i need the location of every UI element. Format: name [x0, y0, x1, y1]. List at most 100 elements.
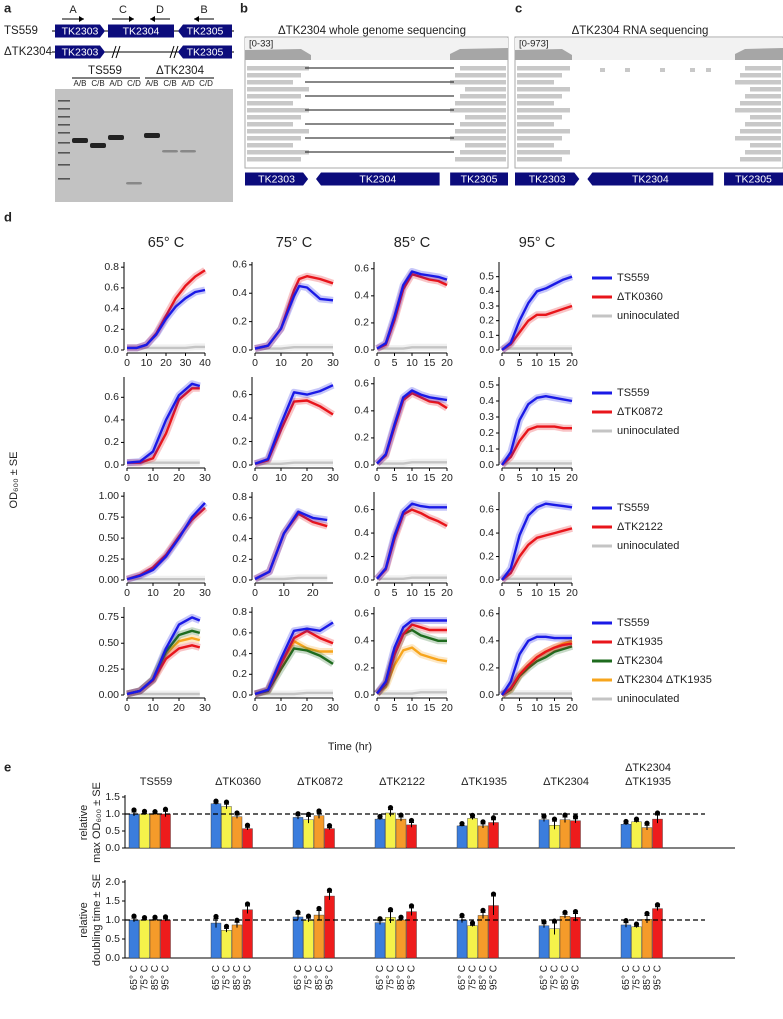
x-tick-label: 0	[499, 702, 505, 714]
x-tick-label: 95° C	[243, 965, 254, 990]
x-tick-label: 20	[160, 357, 172, 369]
replicate-dot	[213, 798, 219, 804]
range-label: [0-33]	[249, 39, 273, 50]
gene-box	[724, 172, 783, 186]
x-tick-label: 15	[424, 587, 436, 599]
gene-label: TK2304	[632, 173, 669, 185]
y-tick-label: 0.6	[104, 282, 119, 294]
ladder-band	[58, 142, 70, 144]
replicate-dot	[623, 918, 629, 924]
y-tick-label: 0.4	[354, 405, 369, 417]
replicate-dot	[644, 910, 650, 917]
bar	[559, 819, 571, 849]
bar	[406, 911, 417, 959]
replicate-dot	[654, 810, 661, 816]
bar	[242, 828, 253, 849]
x-tick-label: 20	[566, 702, 578, 714]
gel-band	[72, 138, 88, 143]
gel-band	[90, 143, 106, 148]
growth-band	[254, 272, 335, 353]
lane-label: A/D	[181, 79, 195, 88]
break-mark	[115, 45, 121, 59]
bar	[324, 895, 335, 959]
bar	[631, 821, 642, 849]
read	[740, 157, 781, 162]
x-tick-label: 5	[517, 702, 523, 714]
y-tick-label: 0.5	[105, 933, 120, 945]
read	[460, 122, 506, 127]
x-tick-label: 10	[275, 357, 287, 369]
bar	[385, 812, 396, 849]
x-tick-label: 85° C	[150, 965, 161, 990]
bar	[395, 818, 407, 849]
replicate-dot	[162, 914, 169, 920]
group-label: ΔTK0360	[215, 776, 261, 788]
replicate-dot	[408, 817, 415, 824]
gel-band	[108, 135, 124, 140]
growth-curve	[500, 635, 572, 696]
growth-curve	[501, 395, 573, 466]
bar	[641, 919, 653, 959]
read	[517, 94, 562, 99]
x-tick-label: 15	[549, 702, 561, 714]
gene-label: TK2303	[529, 173, 566, 185]
x-tick-label: 15	[424, 472, 436, 484]
x-tick-label: 0	[499, 357, 505, 369]
x-tick-label: 85° C	[478, 965, 489, 990]
bar	[559, 916, 571, 959]
x-tick-label: 0	[252, 357, 258, 369]
x-tick-label: 15	[549, 587, 561, 599]
ladder-band	[58, 164, 70, 166]
x-tick-label: 10	[147, 587, 159, 599]
x-tick-label: 30	[327, 702, 339, 714]
y-tick-label: 0.3	[479, 300, 494, 312]
bar	[641, 827, 653, 849]
growth-curve	[501, 425, 572, 466]
bar	[292, 817, 304, 849]
read	[247, 143, 293, 148]
x-tick-label: 75° C	[468, 965, 479, 990]
legend-label: ΔTK0360	[617, 291, 663, 303]
y-tick-label: 0.1	[479, 443, 494, 455]
bar	[139, 919, 150, 959]
replicate-dot	[633, 921, 640, 927]
legend-label: ΔTK0872	[617, 406, 663, 418]
read	[247, 157, 301, 162]
bar	[160, 813, 171, 849]
y-tick-label: 0.0	[354, 344, 369, 356]
y-tick-label: 0.2	[232, 315, 247, 327]
replicate-dot	[223, 799, 230, 805]
read	[660, 68, 665, 72]
x-tick-label: 85° C	[560, 965, 571, 990]
y-axis-title: max OD₆₀₀ ± SE	[91, 782, 103, 863]
x-axis-title: Time (hr)	[328, 741, 372, 753]
x-tick-label: 95° C	[325, 965, 336, 990]
legend-label: ΔTK1935	[617, 636, 663, 648]
bar	[395, 919, 407, 959]
y-tick-label: 0.4	[232, 412, 247, 424]
y-axis-title: relative	[78, 805, 90, 840]
y-tick-label: 0.3	[479, 411, 494, 423]
x-tick-label: 30	[327, 472, 339, 484]
x-tick-label: 75° C	[304, 965, 315, 990]
x-tick-label: 15	[424, 357, 436, 369]
gel-band	[180, 150, 196, 153]
group-label: ΔTK2304	[543, 776, 589, 788]
legend-label: uninoculated	[617, 540, 679, 552]
primer-head	[79, 16, 84, 22]
growth-curve	[254, 284, 334, 350]
replicate-dot	[572, 814, 579, 820]
replicate-dot	[213, 913, 219, 920]
y-tick-label: 0.4	[479, 527, 494, 539]
growth-curve	[255, 461, 333, 465]
read	[735, 108, 781, 113]
x-tick-label: 20	[566, 587, 578, 599]
growth-curve	[501, 275, 573, 351]
replicate-dot	[480, 907, 486, 914]
read	[600, 68, 605, 72]
y-tick-label: 0.8	[232, 491, 247, 503]
replicate-dot	[387, 804, 394, 811]
x-tick-label: 75° C	[140, 965, 151, 990]
growth-curve	[376, 502, 447, 580]
read	[455, 157, 506, 162]
